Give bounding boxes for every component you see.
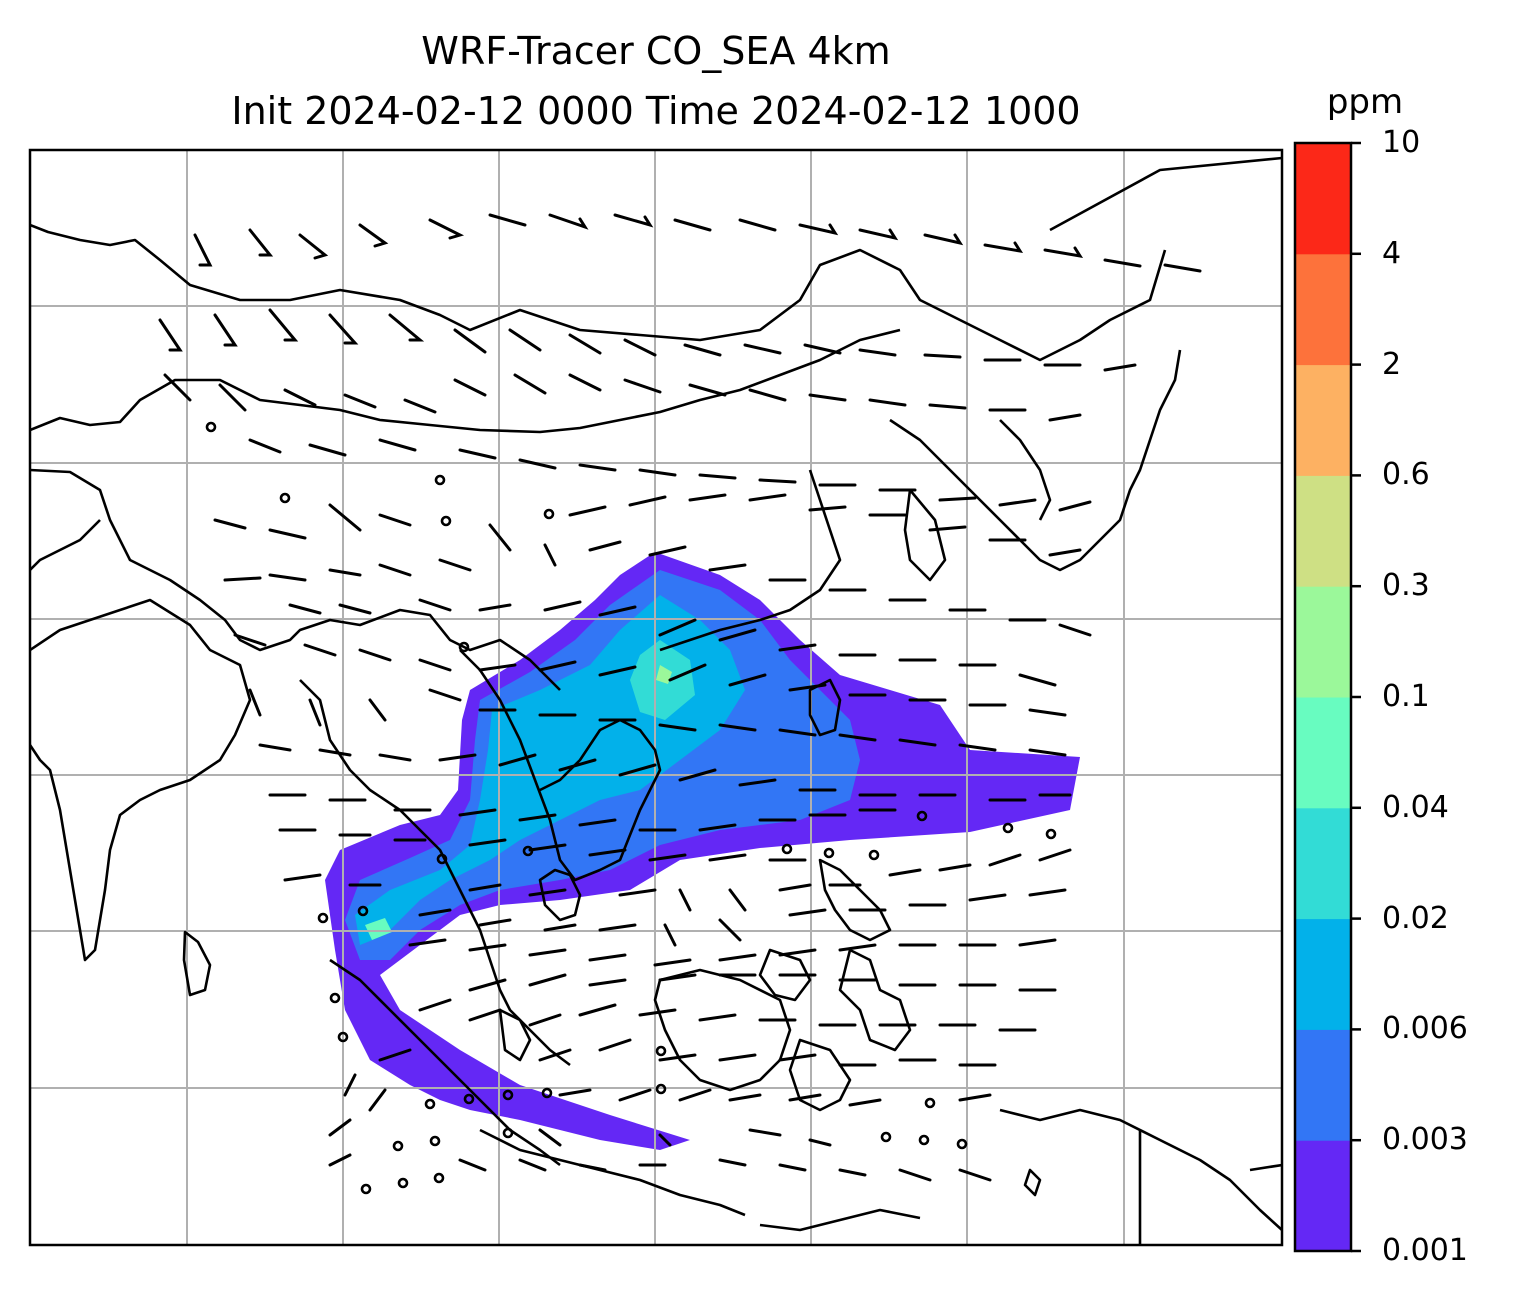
colorbar-tick-label: 0.1 [1382,679,1430,714]
colorbar-tick-label: 0.04 [1382,789,1449,825]
coastlines-and-borders [30,156,1282,1245]
map-panel [30,150,1282,1245]
colorbar-swatch [1295,697,1351,809]
colorbar-tick-label: 4 [1382,235,1402,271]
colorbar-swatch [1295,807,1351,920]
colorbar-swatch [1295,364,1351,476]
wind-barbs [158,213,1202,1182]
colorbar-unit-label: ppm [1326,82,1404,122]
plume-level-0.04 [365,918,392,940]
colorbar-tick-label: 0.001 [1382,1233,1468,1268]
colorbar-tick-label: 2 [1382,346,1402,382]
colorbar-swatch [1295,143,1351,255]
plume-level-0.1 [656,665,672,684]
colorbar-tick-label: 0.006 [1382,1011,1468,1047]
colorbar-tick-label: 10 [1382,125,1421,160]
colorbar-tick-label: 0.003 [1382,1122,1468,1158]
colorbar-tick-label: 0.02 [1382,900,1449,936]
colorbar [1295,141,1361,1253]
colorbar-swatch [1295,253,1351,366]
colorbar-swatch [1295,475,1351,587]
calm-wind-markers [205,421,1057,1195]
map-frame [28,148,1284,1247]
colorbar-swatch [1295,918,1351,1030]
colorbar-frame [1293,141,1353,1253]
gridlines [30,150,1282,1245]
colorbar-swatch [1295,1140,1351,1252]
colorbar-tick-label: 0.6 [1382,457,1430,493]
colorbar-swatch [1295,1029,1351,1141]
chart-title-line2: Init 2024-02-12 0000 Time 2024-02-12 100… [231,89,1081,133]
colorbar-tick-label: 0.3 [1382,568,1430,604]
colorbar-swatch [1295,586,1351,698]
chart-title-line1: WRF-Tracer CO_SEA 4km [421,29,891,73]
co-plume-field [325,552,1080,1150]
